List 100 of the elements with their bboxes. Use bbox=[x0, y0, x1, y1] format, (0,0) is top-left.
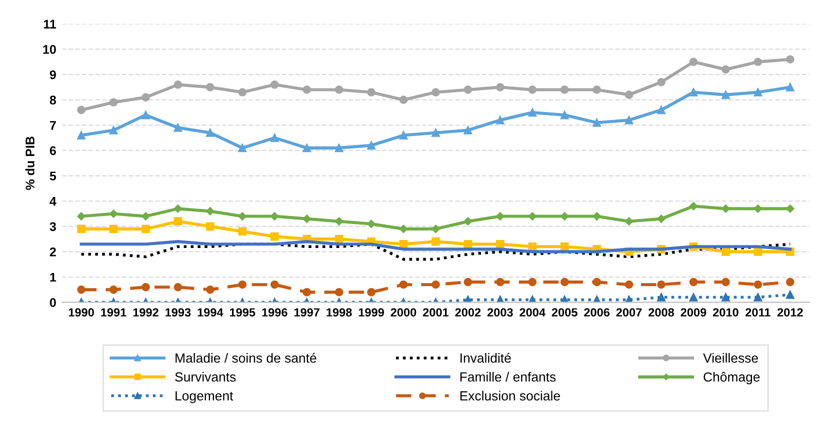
legend-label: Vieillesse bbox=[703, 353, 758, 363]
point bbox=[238, 88, 247, 96]
y-tick-label: 11 bbox=[44, 20, 56, 28]
point bbox=[174, 282, 182, 292]
x-tick-label: 2004 bbox=[520, 308, 546, 317]
point bbox=[77, 286, 86, 294]
point bbox=[77, 106, 86, 114]
x-tick-label: 1990 bbox=[68, 308, 94, 317]
x-tick-label: 2005 bbox=[552, 308, 578, 317]
x-tick-label: 2002 bbox=[455, 308, 481, 317]
point bbox=[367, 141, 376, 150]
point bbox=[174, 80, 182, 89]
point bbox=[592, 212, 601, 220]
point bbox=[689, 293, 698, 302]
legend-label: Survivants bbox=[175, 372, 236, 382]
y-tick-label: 7 bbox=[50, 121, 56, 130]
point bbox=[689, 58, 698, 66]
point bbox=[142, 212, 150, 220]
point bbox=[77, 224, 86, 234]
legend-label: Invalidité bbox=[460, 352, 511, 363]
point bbox=[334, 288, 344, 296]
point bbox=[238, 227, 247, 236]
x-tick-label: 2001 bbox=[422, 308, 449, 317]
point bbox=[270, 134, 279, 142]
point bbox=[334, 217, 344, 226]
point bbox=[367, 288, 376, 296]
x-tick-label: 2012 bbox=[777, 308, 803, 317]
y-tick-label: 8 bbox=[50, 96, 56, 105]
point bbox=[560, 110, 569, 120]
point bbox=[528, 242, 537, 251]
x-tick-label: 1992 bbox=[133, 308, 158, 317]
point bbox=[528, 278, 537, 286]
point bbox=[657, 293, 666, 302]
point bbox=[302, 214, 311, 223]
point bbox=[432, 280, 440, 289]
x-tick-label: 2000 bbox=[390, 308, 416, 317]
point bbox=[464, 126, 472, 134]
point bbox=[624, 90, 634, 99]
point bbox=[270, 232, 279, 241]
point bbox=[399, 131, 408, 140]
point bbox=[592, 86, 601, 94]
point bbox=[270, 280, 279, 289]
point bbox=[206, 286, 214, 294]
x-tick-label: 2007 bbox=[616, 308, 642, 317]
point bbox=[722, 204, 730, 213]
point bbox=[334, 86, 344, 94]
point bbox=[432, 128, 440, 137]
x-tick-label: 2003 bbox=[487, 308, 513, 317]
point bbox=[399, 280, 408, 289]
point bbox=[206, 222, 214, 231]
x-tick-label: 1999 bbox=[358, 308, 384, 317]
point bbox=[657, 78, 666, 86]
point bbox=[464, 278, 472, 286]
point bbox=[174, 217, 182, 226]
point bbox=[722, 65, 730, 74]
y-tick-label: 2 bbox=[50, 248, 56, 256]
point bbox=[238, 280, 247, 289]
y-tick-label: 9 bbox=[50, 70, 56, 80]
y-tick-label: 0 bbox=[50, 298, 56, 307]
point bbox=[238, 144, 247, 152]
point bbox=[496, 116, 504, 124]
point bbox=[689, 278, 698, 286]
point bbox=[624, 217, 634, 226]
point bbox=[754, 58, 762, 66]
point bbox=[109, 126, 118, 134]
point bbox=[689, 202, 698, 210]
point bbox=[206, 83, 214, 92]
point bbox=[302, 86, 311, 94]
legend-label: Exclusion sociale bbox=[460, 390, 560, 401]
point bbox=[142, 93, 150, 102]
point bbox=[786, 83, 794, 92]
x-tick-label: 1991 bbox=[101, 308, 126, 317]
point bbox=[399, 96, 408, 104]
point bbox=[528, 108, 537, 117]
y-tick-label: 4 bbox=[50, 197, 56, 206]
point bbox=[302, 288, 311, 296]
x-tick-label: 2010 bbox=[712, 308, 738, 317]
point bbox=[592, 118, 601, 127]
legend-label: Logement bbox=[176, 391, 234, 404]
x-tick-label: 1997 bbox=[294, 308, 320, 317]
point bbox=[206, 207, 214, 216]
point bbox=[657, 280, 666, 289]
point bbox=[496, 278, 504, 286]
point bbox=[786, 290, 794, 299]
y-tick-label: 10 bbox=[43, 45, 56, 54]
point bbox=[109, 286, 118, 294]
x-tick-label: 1995 bbox=[230, 308, 256, 317]
point bbox=[496, 83, 504, 92]
x-tick-label: 1993 bbox=[166, 308, 191, 317]
point bbox=[722, 248, 730, 256]
y-tick-label: 1 bbox=[50, 272, 56, 282]
point bbox=[496, 212, 504, 220]
point bbox=[109, 210, 118, 218]
point bbox=[624, 280, 634, 289]
x-tick-label: 2011 bbox=[746, 308, 770, 317]
y-axis-title: % du PIB bbox=[25, 136, 34, 190]
point bbox=[77, 131, 86, 140]
x-tick-label: 2008 bbox=[648, 308, 674, 317]
point bbox=[722, 90, 730, 99]
point bbox=[722, 293, 730, 302]
